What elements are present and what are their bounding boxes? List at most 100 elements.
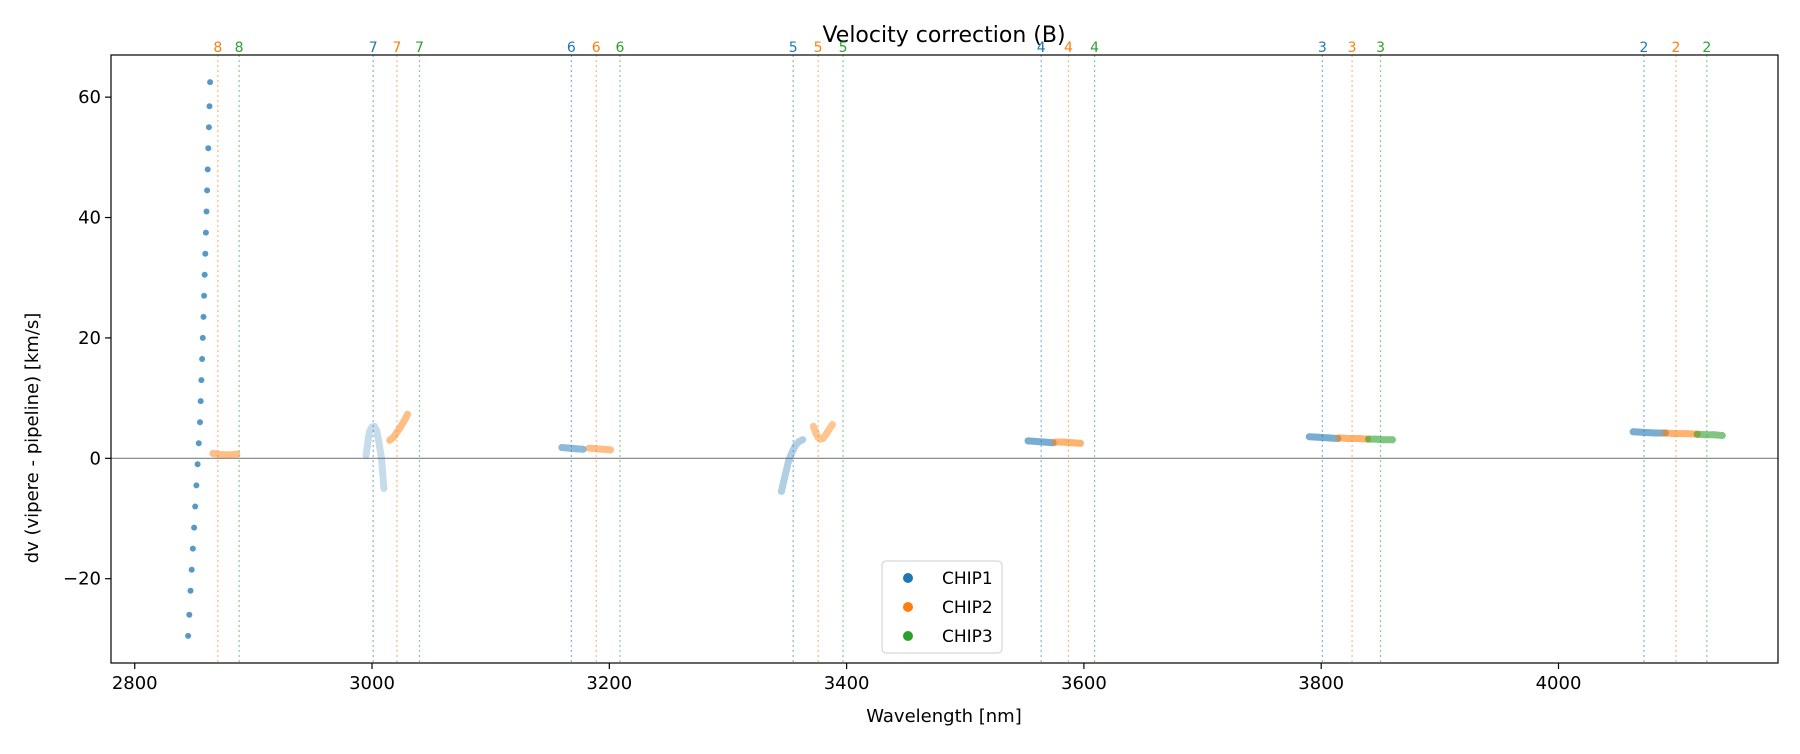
- data-point: [1041, 438, 1049, 446]
- data-band-chip2: [1051, 438, 1084, 447]
- data-point: [197, 398, 204, 405]
- order-marker-label: 4: [1064, 40, 1073, 56]
- legend-marker-chip1: [903, 573, 913, 583]
- data-point: [1629, 428, 1637, 436]
- data-point: [189, 545, 196, 552]
- data-point: [191, 524, 198, 531]
- series-chip1: [1024, 437, 1057, 447]
- data-point: [187, 587, 194, 594]
- data-point: [186, 611, 193, 618]
- data-point: [404, 410, 412, 418]
- order-marker-label: 2: [1639, 40, 1648, 56]
- data-point: [1710, 431, 1718, 439]
- data-point: [792, 441, 800, 449]
- data-point: [185, 632, 192, 639]
- legend-label: CHIP1: [942, 569, 993, 589]
- data-point: [572, 445, 580, 453]
- data-point: [1354, 435, 1362, 442]
- data-point: [1335, 434, 1343, 442]
- x-tick-label: 3600: [1061, 673, 1107, 694]
- data-band-chip2: [585, 444, 614, 454]
- data-point: [197, 419, 203, 426]
- data-series-group: [185, 79, 1726, 639]
- data-point: [817, 435, 824, 443]
- data-point: [809, 422, 817, 430]
- order-marker-label: 7: [369, 40, 378, 56]
- data-point: [592, 445, 600, 453]
- x-tick-label: 3400: [824, 673, 870, 694]
- order-marker-label: 2: [1702, 40, 1711, 56]
- order-marker-label: 3: [1376, 40, 1385, 56]
- data-band-chip1: [1024, 437, 1057, 447]
- series-chip1: [362, 422, 388, 492]
- data-point: [1051, 438, 1059, 446]
- data-point: [195, 440, 202, 447]
- order-marker-label: 3: [1318, 40, 1327, 56]
- y-tick-label: −20: [63, 569, 101, 590]
- axes-frame: [110, 54, 1779, 664]
- data-point: [558, 444, 566, 451]
- data-point: [1651, 429, 1659, 437]
- data-point: [389, 433, 397, 441]
- data-point: [393, 428, 401, 436]
- series-chip1: [185, 79, 214, 639]
- data-point: [205, 145, 212, 152]
- legend-marker-chip2: [903, 602, 913, 612]
- data-point: [362, 451, 370, 459]
- data-point: [781, 472, 789, 480]
- data-point: [777, 487, 785, 495]
- series-chip2: [1051, 438, 1084, 447]
- data-point: [378, 454, 385, 462]
- order-marker-label: 6: [567, 40, 576, 56]
- data-point: [1060, 438, 1068, 446]
- data-point: [204, 166, 211, 173]
- data-point: [202, 229, 209, 236]
- data-point: [1379, 436, 1387, 444]
- data-band-chip1: [362, 422, 388, 492]
- data-point: [200, 313, 207, 320]
- data-point: [828, 421, 836, 429]
- order-marker-label: 2: [1672, 40, 1681, 56]
- data-band-chip2: [809, 421, 836, 443]
- order-marker-label: 3: [1348, 40, 1357, 56]
- data-band-chip1: [777, 436, 807, 495]
- data-point: [819, 435, 827, 442]
- series-chip2: [585, 444, 614, 454]
- data-band-chip3: [1365, 435, 1396, 444]
- data-point: [400, 417, 408, 425]
- order-marker-label: 5: [789, 40, 798, 56]
- data-point: [379, 469, 387, 477]
- legend-box: [881, 560, 1003, 654]
- data-point: [1033, 438, 1040, 445]
- x-axis-label: Wavelength [nm]: [866, 706, 1022, 727]
- order-marker-label: 8: [213, 40, 222, 56]
- data-band-chip1: [558, 444, 587, 453]
- data-point: [397, 423, 404, 431]
- order-marker-label: 5: [839, 40, 848, 56]
- data-point: [1324, 434, 1332, 442]
- data-point: [1372, 435, 1380, 443]
- y-axis-label: dv (vipere - pipeline) [km/s]: [22, 313, 43, 564]
- data-point: [1640, 428, 1648, 436]
- data-point: [785, 457, 792, 465]
- data-point: [188, 566, 195, 573]
- series-chip2: [386, 410, 412, 444]
- legend-label: CHIP2: [942, 598, 993, 618]
- data-point: [1365, 435, 1373, 443]
- data-point: [1076, 439, 1084, 447]
- data-point: [219, 451, 226, 459]
- legend: CHIP1 CHIP2 CHIP3: [881, 560, 1003, 654]
- data-point: [192, 503, 199, 510]
- data-point: [366, 427, 374, 435]
- data-point: [205, 124, 212, 131]
- y-tick-label: 40: [78, 208, 101, 229]
- data-point: [799, 436, 807, 444]
- order-marker-label: 4: [1037, 40, 1046, 56]
- data-point: [198, 377, 205, 384]
- y-tick-label: 60: [78, 87, 101, 108]
- data-point: [233, 450, 241, 458]
- series-chip1: [558, 444, 587, 453]
- order-marker-label: 4: [1090, 40, 1099, 56]
